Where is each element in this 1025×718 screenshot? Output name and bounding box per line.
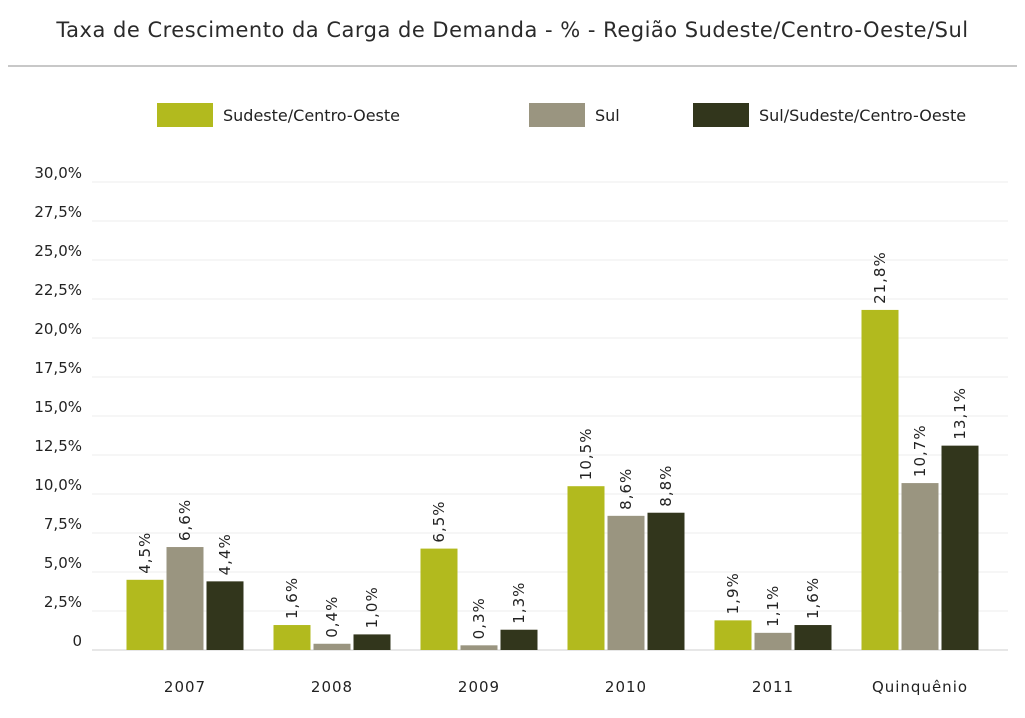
bar bbox=[941, 445, 979, 650]
x-tick-label: 2011 bbox=[752, 678, 794, 696]
data-label: 10,7% bbox=[911, 424, 929, 477]
y-tick-label: 2,5% bbox=[44, 593, 82, 611]
bar bbox=[714, 620, 752, 650]
y-tick-label: 12,5% bbox=[34, 437, 82, 455]
y-tick-label: 17,5% bbox=[34, 359, 82, 377]
bar bbox=[353, 634, 391, 650]
bar bbox=[567, 486, 605, 650]
y-tick-label: 25,0% bbox=[34, 242, 82, 260]
data-labels: 4,5% 1,6% 6,5% 10,5% 1,9% 21,8% 6,6% 0,4% 0,3% 8,… bbox=[136, 251, 969, 639]
legend-label: Sul bbox=[595, 106, 620, 125]
y-tick-label: 7,5% bbox=[44, 515, 82, 533]
legend-swatch bbox=[529, 103, 585, 127]
data-label: 8,6% bbox=[617, 468, 635, 510]
data-label: 1,6% bbox=[804, 577, 822, 619]
bar bbox=[754, 632, 792, 650]
x-axis-ticks: 2007 2008 2009 2010 2011 Quinquênio bbox=[164, 678, 968, 696]
bar bbox=[901, 483, 939, 650]
bar bbox=[607, 515, 645, 650]
legend-label: Sul/Sudeste/Centro-Oeste bbox=[759, 106, 966, 125]
data-label: 1,3% bbox=[510, 582, 528, 624]
x-tick-label: 2010 bbox=[605, 678, 647, 696]
x-tick-label: 2008 bbox=[311, 678, 353, 696]
data-label: 21,8% bbox=[871, 251, 889, 304]
y-tick-label: 15,0% bbox=[34, 398, 82, 416]
bars bbox=[126, 309, 979, 650]
data-label: 0,4% bbox=[323, 596, 341, 638]
y-tick-label: 0 bbox=[72, 632, 82, 650]
bar bbox=[206, 581, 244, 650]
data-label: 6,6% bbox=[176, 499, 194, 541]
grid-lines bbox=[92, 181, 1008, 651]
bar bbox=[420, 548, 458, 650]
bar bbox=[313, 643, 351, 650]
data-label: 0,3% bbox=[470, 597, 488, 639]
data-label: 6,5% bbox=[430, 500, 448, 542]
legend-swatch bbox=[157, 103, 213, 127]
data-label: 1,1% bbox=[764, 585, 782, 627]
x-tick-label: 2007 bbox=[164, 678, 206, 696]
bar bbox=[273, 625, 311, 650]
data-label: 1,9% bbox=[724, 572, 742, 614]
bar bbox=[126, 579, 164, 650]
y-tick-label: 27,5% bbox=[34, 203, 82, 221]
x-tick-label: 2009 bbox=[458, 678, 500, 696]
data-label: 1,0% bbox=[363, 586, 381, 628]
data-label: 4,5% bbox=[136, 532, 154, 574]
chart-title: Taxa de Crescimento da Carga de Demanda … bbox=[56, 18, 969, 42]
bar bbox=[647, 512, 685, 650]
y-tick-label: 5,0% bbox=[44, 554, 82, 572]
legend-swatch bbox=[693, 103, 749, 127]
y-axis-ticks: 0 2,5% 5,0% 7,5% 10,0% 12,5% 15,0% 17,5% 20,0% 22… bbox=[34, 164, 82, 650]
x-tick-label: Quinquênio bbox=[872, 678, 968, 696]
y-tick-label: 30,0% bbox=[34, 164, 82, 182]
y-tick-label: 22,5% bbox=[34, 281, 82, 299]
title-divider bbox=[8, 65, 1017, 67]
legend-label: Sudeste/Centro-Oeste bbox=[223, 106, 400, 125]
bar bbox=[500, 629, 538, 650]
bar bbox=[861, 309, 899, 650]
bar bbox=[166, 547, 204, 650]
bar bbox=[460, 645, 498, 650]
data-label: 4,4% bbox=[216, 533, 234, 575]
y-tick-label: 20,0% bbox=[34, 320, 82, 338]
legend: Sudeste/Centro-Oeste Sul Sul/Sudeste/Centr… bbox=[157, 103, 966, 127]
data-label: 1,6% bbox=[283, 577, 301, 619]
data-label: 13,1% bbox=[951, 387, 969, 440]
data-label: 10,5% bbox=[577, 428, 595, 481]
data-label: 8,8% bbox=[657, 465, 675, 507]
y-tick-label: 10,0% bbox=[34, 476, 82, 494]
bar bbox=[794, 625, 832, 650]
